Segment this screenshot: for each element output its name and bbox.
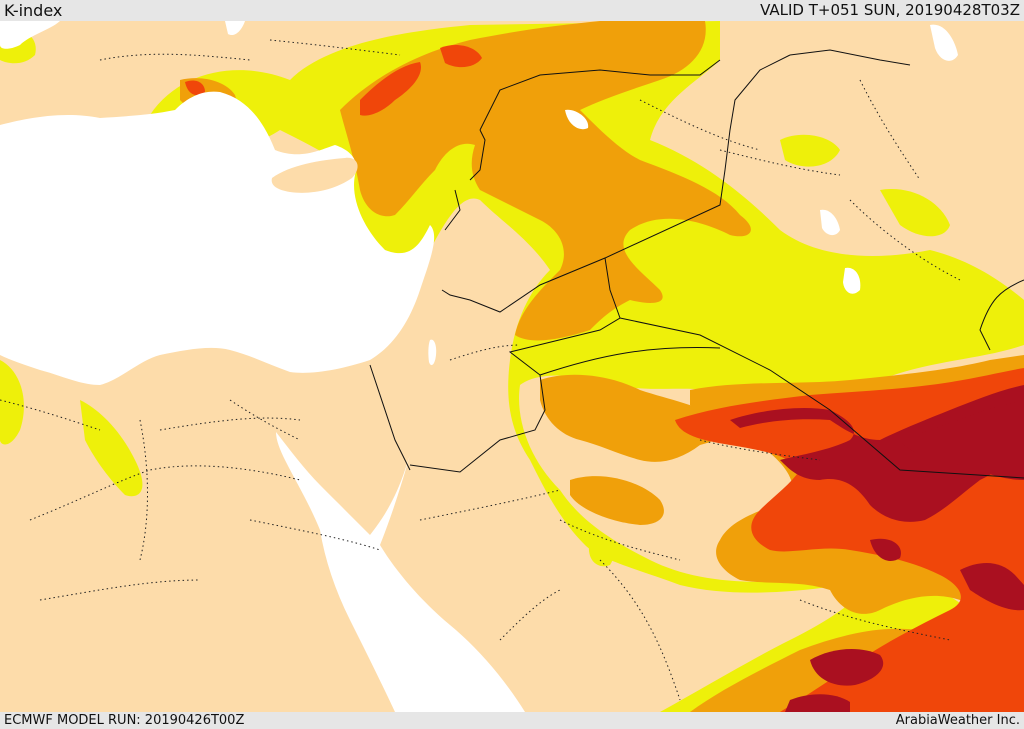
header-bar: K-index VALID T+051 SUN, 20190428T03Z <box>0 0 1024 21</box>
lake-assad <box>565 109 589 130</box>
model-run-label: ECMWF MODEL RUN: 20190426T00Z <box>4 713 245 728</box>
map-title: K-index <box>4 1 63 20</box>
k-level-4-region <box>730 385 1024 712</box>
red-sea <box>276 432 525 712</box>
country-borders <box>369 49 1024 479</box>
footer-bar: ECMWF MODEL RUN: 20190426T00Z ArabiaWeat… <box>0 712 1024 729</box>
iraq-lake <box>820 209 840 236</box>
iraq-lake-2 <box>843 267 861 294</box>
cyprus-island <box>271 157 358 193</box>
province-borders <box>0 39 961 701</box>
lake-van <box>225 21 245 36</box>
dead-sea <box>428 339 437 366</box>
valid-time-label: VALID T+051 SUN, 20190428T03Z <box>760 1 1020 19</box>
lake-urmia <box>930 24 958 61</box>
k-index-map <box>0 21 1024 712</box>
credit-label: ArabiaWeather Inc. <box>895 713 1020 728</box>
aegean-islands <box>0 21 60 49</box>
